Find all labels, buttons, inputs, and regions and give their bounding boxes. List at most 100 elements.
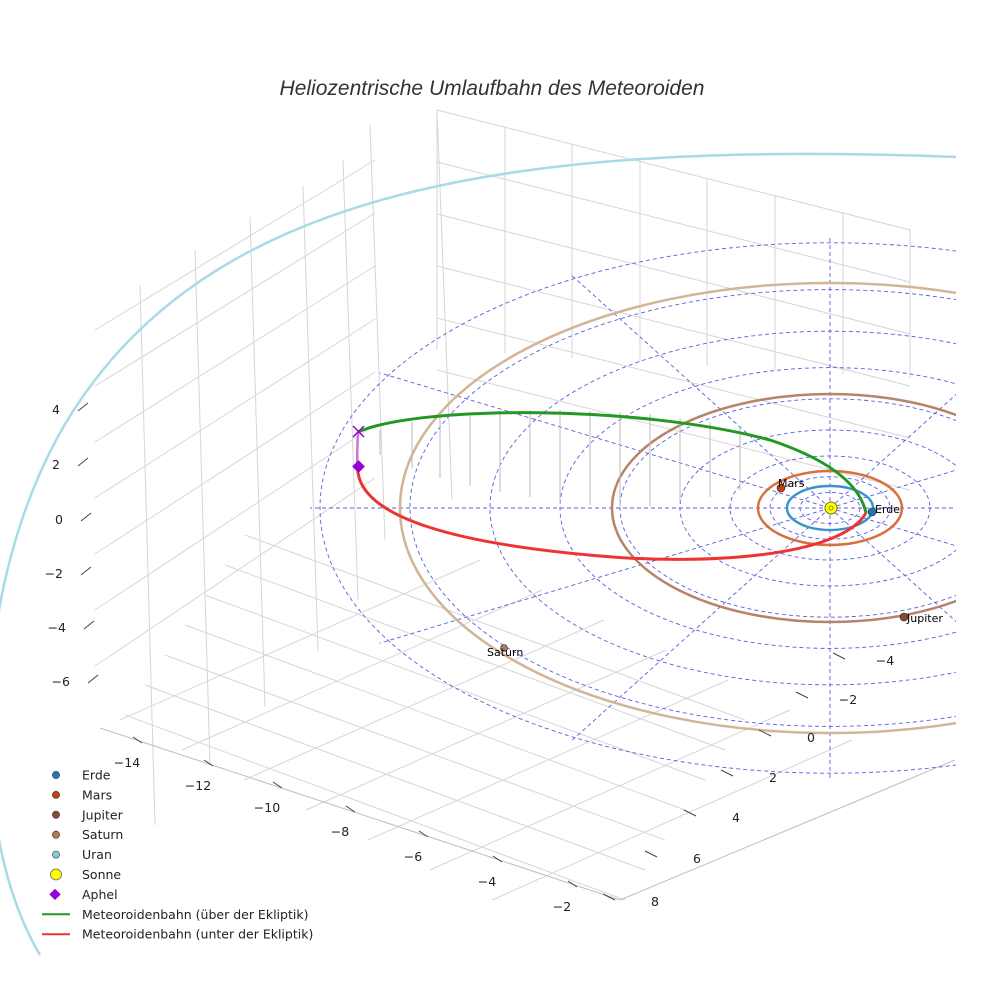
- legend-swatch-dot: [52, 830, 60, 839]
- legend-label: Meteoroidenbahn (über der Ekliptik): [82, 907, 308, 922]
- chart-title: Heliozentrische Umlaufbahn des Meteoroid…: [280, 77, 705, 100]
- saturn-orbit: [398, 281, 956, 735]
- legend-label: Erde: [82, 768, 111, 783]
- box-grid-line: [94, 424, 376, 611]
- x-tick-mark: [567, 880, 578, 888]
- z-tick-label: −6: [52, 674, 70, 689]
- box-grid-line: [243, 619, 605, 781]
- jupiter-label: Jupiter: [906, 612, 943, 625]
- drop-lines: [379, 410, 741, 508]
- box-edge: [99, 727, 621, 901]
- z-tick-mark: [83, 620, 95, 630]
- meteoroid-orbit-above: [357, 411, 868, 514]
- x-tick-label: −8: [331, 824, 349, 839]
- z-tick-label: −4: [48, 620, 66, 635]
- y-tick-mark: [602, 893, 616, 901]
- box-grid-line: [124, 714, 626, 901]
- box-grid-line: [367, 679, 729, 841]
- x-tick-mark: [272, 781, 283, 789]
- ecliptic-spoke: [829, 393, 956, 509]
- legend-label: Aphel: [82, 887, 118, 902]
- box-grid-line: [194, 249, 211, 766]
- z-tick-label: −2: [45, 566, 63, 581]
- box-grid-line: [369, 124, 386, 541]
- box-grid-line: [436, 213, 911, 335]
- legend-label: Meteoroidenbahn (unter der Ekliptik): [82, 927, 313, 942]
- box-grid-line: [436, 161, 911, 283]
- jupiter-orbit: [610, 392, 956, 624]
- y-tick-label: −2: [839, 692, 857, 707]
- box-grid-line: [342, 159, 359, 601]
- box-grid-line: [119, 559, 481, 721]
- box-grid-line: [244, 534, 746, 721]
- ecliptic-spoke: [569, 273, 831, 509]
- box-grid-line: [94, 371, 376, 555]
- uranus-orbit: [0, 152, 956, 956]
- y-tick-label: 0: [807, 730, 815, 745]
- axis-grid: [94, 109, 956, 901]
- legend-label: Jupiter: [81, 807, 124, 822]
- x-tick-label: −14: [114, 755, 140, 770]
- sun-marker: [824, 501, 838, 515]
- y-tick-mark: [644, 850, 658, 858]
- box-grid-line: [436, 109, 911, 231]
- box-grid-line: [224, 564, 726, 751]
- z-tick-mark: [87, 674, 99, 684]
- box-grid-line: [94, 212, 376, 387]
- box-grid-line: [249, 216, 266, 708]
- x-tick-label: −10: [254, 800, 280, 815]
- z-tick-label: 0: [55, 512, 63, 527]
- mars-marker: [776, 483, 786, 493]
- ecliptic-grid: [310, 237, 956, 779]
- ecliptic-spoke: [569, 507, 831, 743]
- ecliptic-ring: [319, 242, 956, 774]
- box-grid-line: [144, 684, 646, 871]
- x-axis: −14 −12 −10 −8 −6 −4 −2: [114, 736, 578, 914]
- y-tick-label: 8: [651, 894, 659, 909]
- x-tick-mark: [132, 736, 143, 744]
- box-grid-line: [181, 589, 543, 751]
- y-tick-mark: [795, 691, 809, 699]
- y-tick-mark: [720, 769, 734, 777]
- box-grid-line: [139, 284, 156, 826]
- legend-swatch-diamond: [49, 888, 61, 901]
- legend-swatch-dot: [50, 868, 62, 881]
- x-tick-label: −6: [404, 849, 422, 864]
- earth-label: Erde: [875, 503, 900, 516]
- y-tick-label: 4: [732, 810, 740, 825]
- x-tick-mark: [492, 855, 503, 863]
- box-grid-line: [436, 265, 911, 387]
- box-grid-line: [94, 265, 376, 443]
- z-tick-label: 2: [52, 457, 60, 472]
- box-grid-line: [436, 109, 453, 501]
- z-tick-mark: [77, 457, 89, 467]
- legend-swatch-dot: [52, 810, 60, 819]
- sun-core: [828, 505, 834, 511]
- legend-label: Mars: [82, 787, 112, 802]
- box-grid-line: [429, 709, 791, 871]
- ecliptic-spoke: [379, 372, 831, 509]
- z-tick-mark: [80, 512, 92, 522]
- legend: Erde Mars Jupiter Saturn Uran Sonne Aphel Meteo…: [42, 768, 313, 942]
- mars-orbit: [756, 469, 904, 547]
- meteoroid-orbit-below: [356, 461, 868, 561]
- x-tick-mark: [203, 759, 214, 767]
- y-tick-label: −4: [876, 653, 894, 668]
- meteoroid-orbit-below-edge: [356, 431, 360, 466]
- x-tick-label: −4: [478, 874, 496, 889]
- box-grid-line: [305, 649, 667, 811]
- legend-label: Uran: [82, 847, 112, 862]
- box-grid-line: [436, 317, 911, 439]
- z-tick-label: 4: [52, 402, 60, 417]
- aphel-marker: [352, 460, 365, 473]
- y-tick-label: 6: [693, 851, 701, 866]
- y-tick-mark: [832, 652, 846, 660]
- jupiter-marker: [899, 612, 909, 622]
- x-tick-mark: [345, 805, 356, 813]
- x-tick-label: −2: [553, 899, 571, 914]
- y-tick-label: 2: [769, 770, 777, 785]
- saturn-label: Saturn: [487, 646, 523, 659]
- ecliptic-spoke: [379, 507, 831, 644]
- y-axis: −4 −2 0 2 4 6 8: [602, 652, 894, 909]
